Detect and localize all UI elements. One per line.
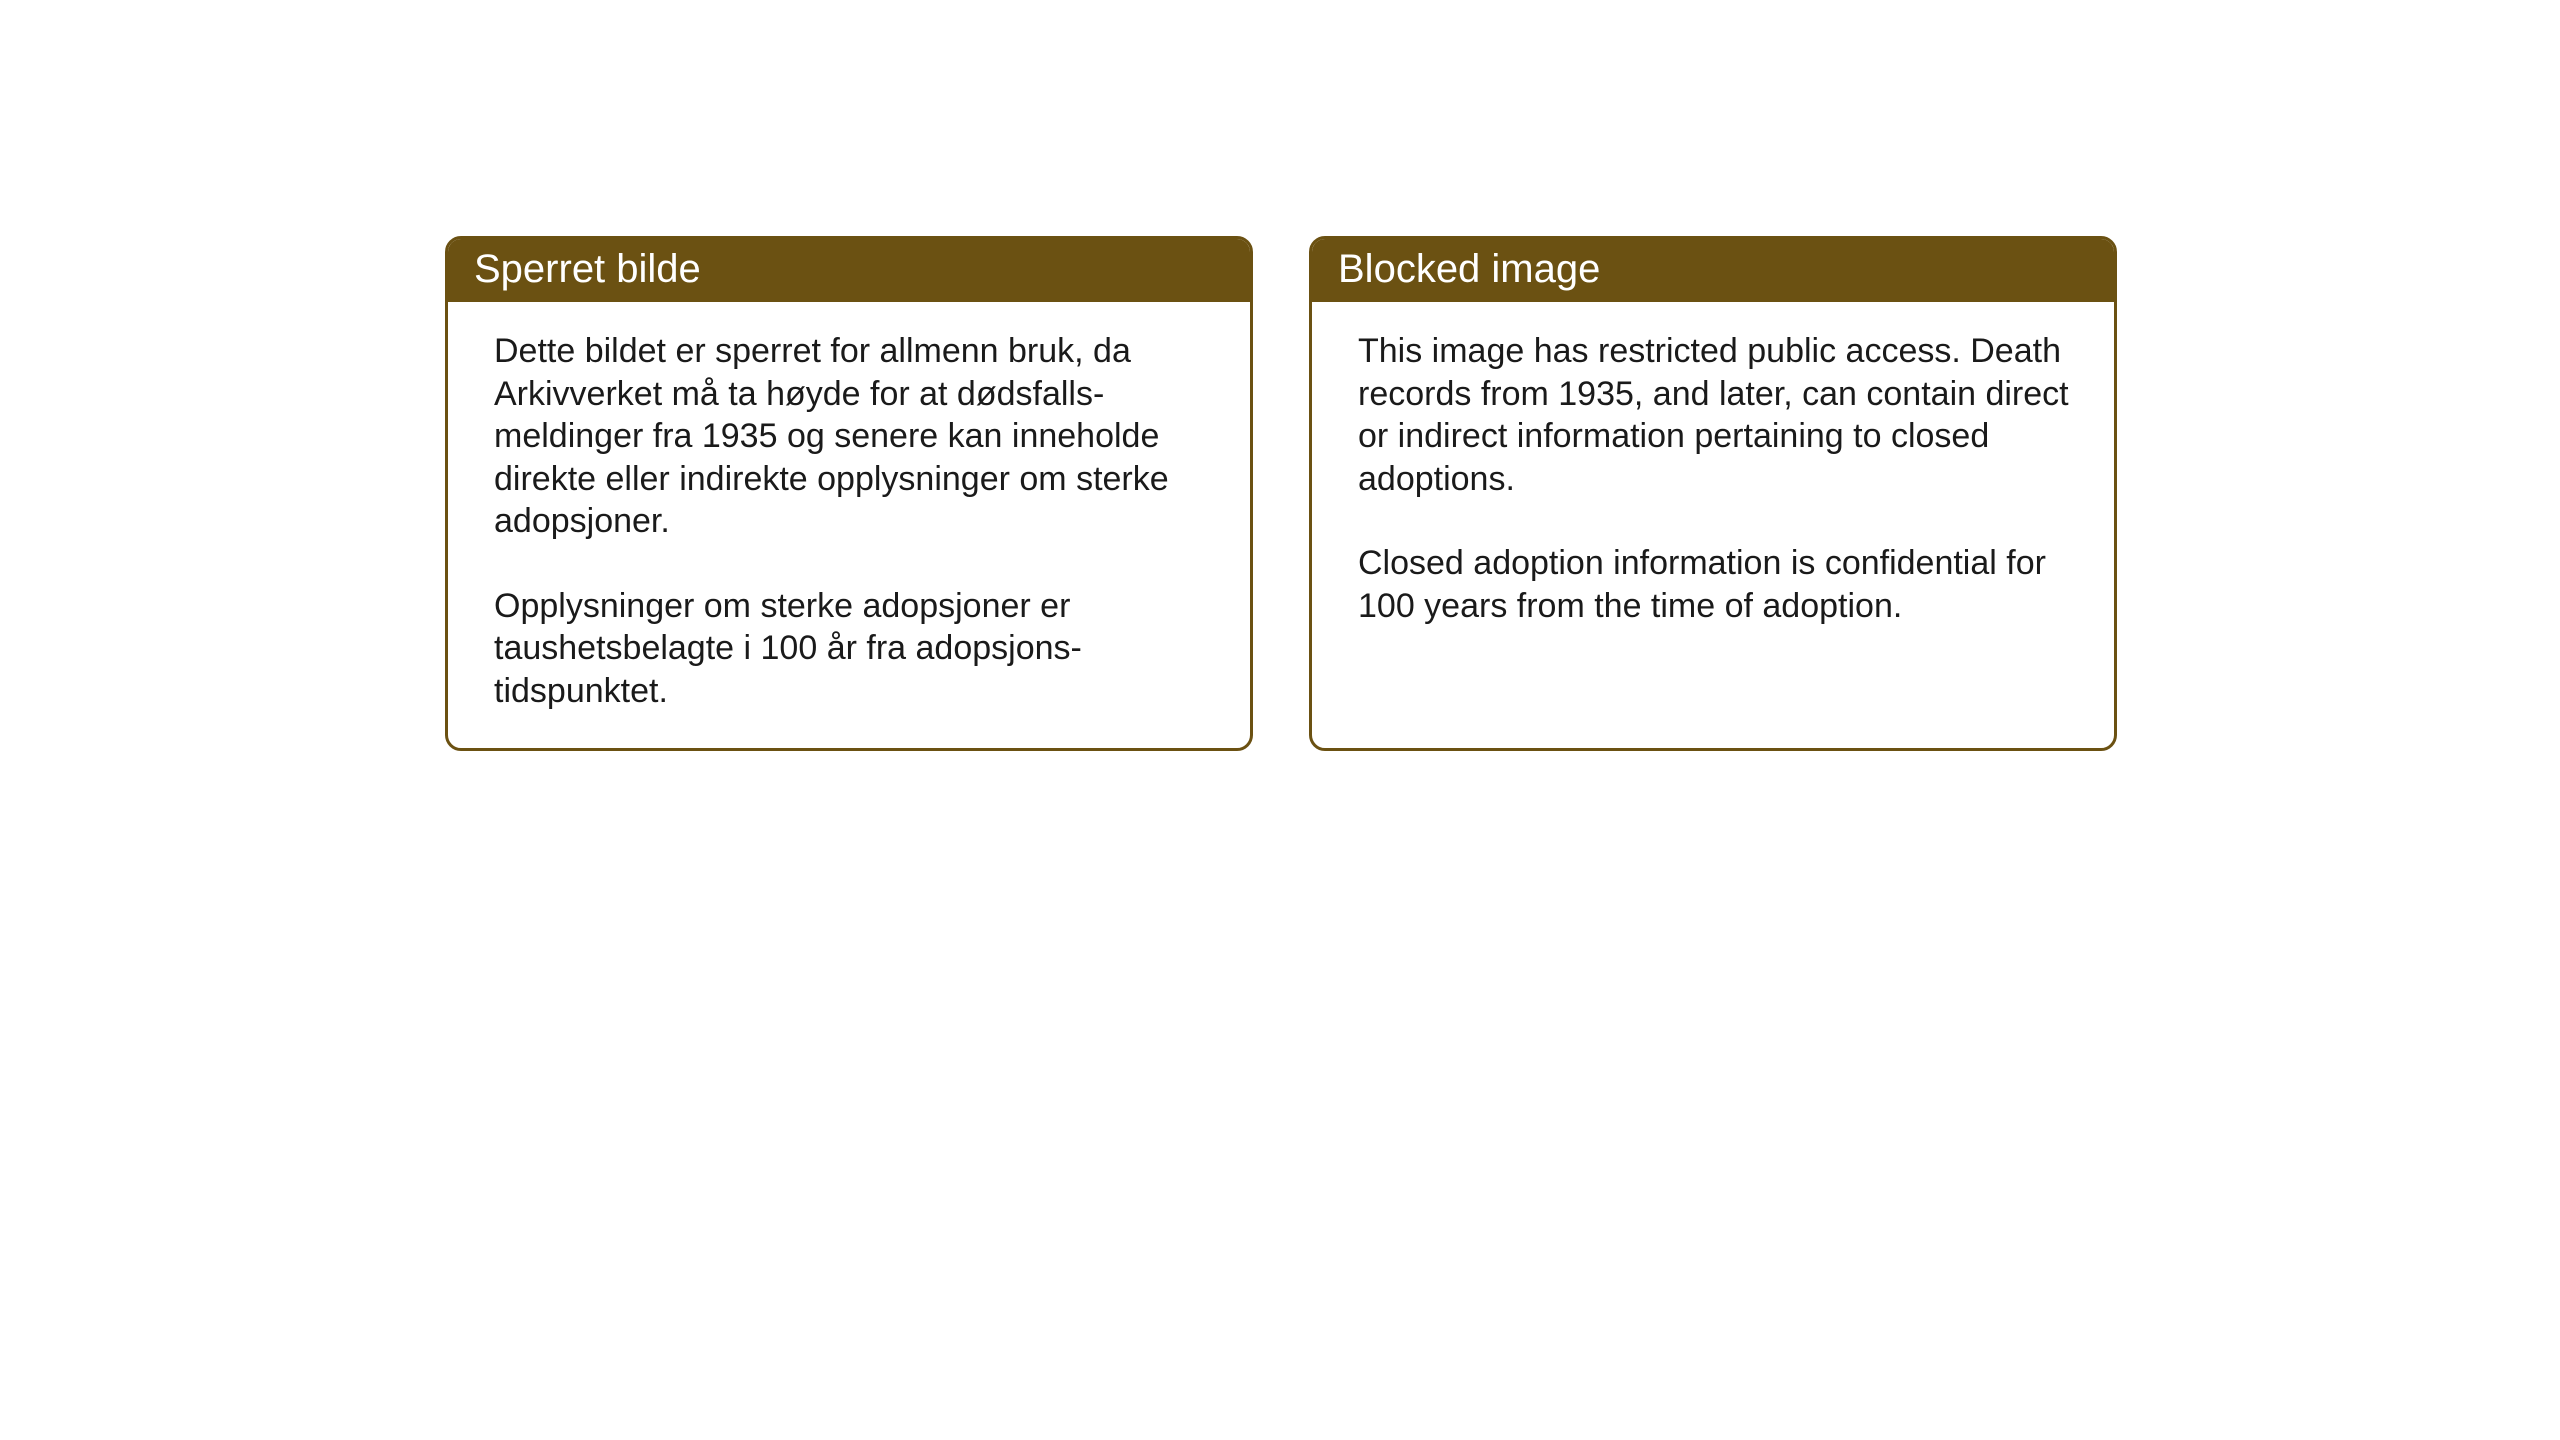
english-paragraph-2: Closed adoption information is confident… bbox=[1358, 542, 2072, 627]
norwegian-paragraph-1: Dette bildet er sperret for allmenn bruk… bbox=[494, 330, 1208, 543]
norwegian-card-title: Sperret bilde bbox=[448, 239, 1250, 302]
norwegian-card-body: Dette bildet er sperret for allmenn bruk… bbox=[448, 302, 1250, 748]
norwegian-notice-card: Sperret bilde Dette bildet er sperret fo… bbox=[445, 236, 1253, 751]
norwegian-paragraph-2: Opplysninger om sterke adopsjoner er tau… bbox=[494, 585, 1208, 713]
english-notice-card: Blocked image This image has restricted … bbox=[1309, 236, 2117, 751]
english-card-body: This image has restricted public access.… bbox=[1312, 302, 2114, 663]
english-card-title: Blocked image bbox=[1312, 239, 2114, 302]
notice-cards-container: Sperret bilde Dette bildet er sperret fo… bbox=[445, 236, 2117, 751]
english-paragraph-1: This image has restricted public access.… bbox=[1358, 330, 2072, 500]
